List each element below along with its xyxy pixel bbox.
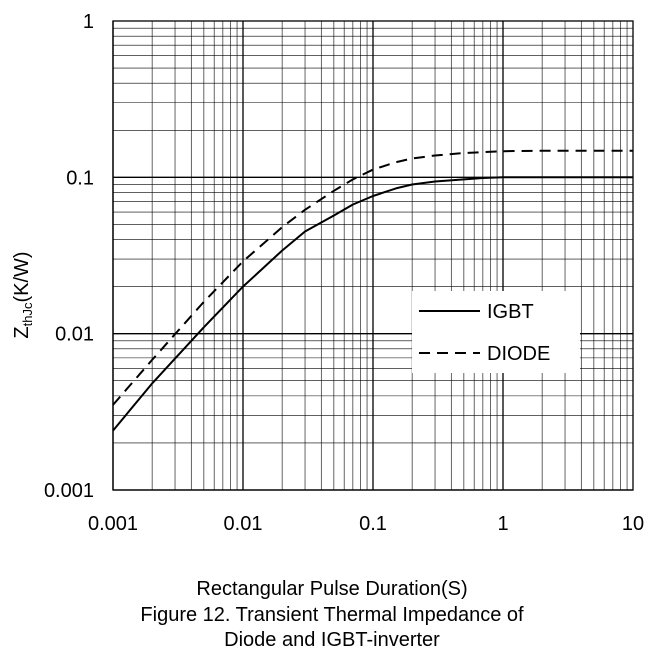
x-tick-label: 0.01 [224, 513, 263, 535]
legend-label-igbt: IGBT [487, 301, 534, 323]
figure-caption: Figure 12. Transient Thermal Impedance o… [0, 603, 664, 653]
x-tick-label: 0.1 [359, 513, 387, 535]
legend-label-diode: DIODE [487, 343, 550, 365]
legend-box [412, 291, 580, 373]
plot-frame [112, 20, 634, 491]
caption-line-1: Figure 12. Transient Thermal Impedance o… [140, 604, 524, 626]
tick-labels: 0.001 0.01 0.1 1 10 0.001 0.01 0.1 1 [44, 11, 644, 535]
x-tick-label: 1 [497, 513, 508, 535]
x-tick-label: 0.001 [88, 513, 138, 535]
x-tick-label: 10 [622, 513, 644, 535]
y-axis-label-unit: (K/W) [11, 251, 33, 303]
x-axis-label: Rectangular Pulse Duration(S) [196, 578, 468, 600]
y-axis-label: ZthJc(K/W) [8, 251, 38, 339]
caption-line-2: Diode and IGBT-inverter [224, 629, 440, 651]
y-axis-label-main: Z [11, 326, 33, 339]
y-tick-label: 0.1 [66, 167, 94, 189]
y-tick-label: 0.001 [44, 480, 94, 502]
grid [112, 21, 633, 491]
legend: IGBT DIODE [412, 291, 580, 373]
y-tick-label: 0.01 [55, 324, 94, 346]
series-layer [112, 149, 633, 432]
y-axis-label-sub: thJc [20, 302, 35, 327]
y-tick-label: 1 [83, 11, 94, 33]
series-line-igbt [112, 176, 633, 432]
